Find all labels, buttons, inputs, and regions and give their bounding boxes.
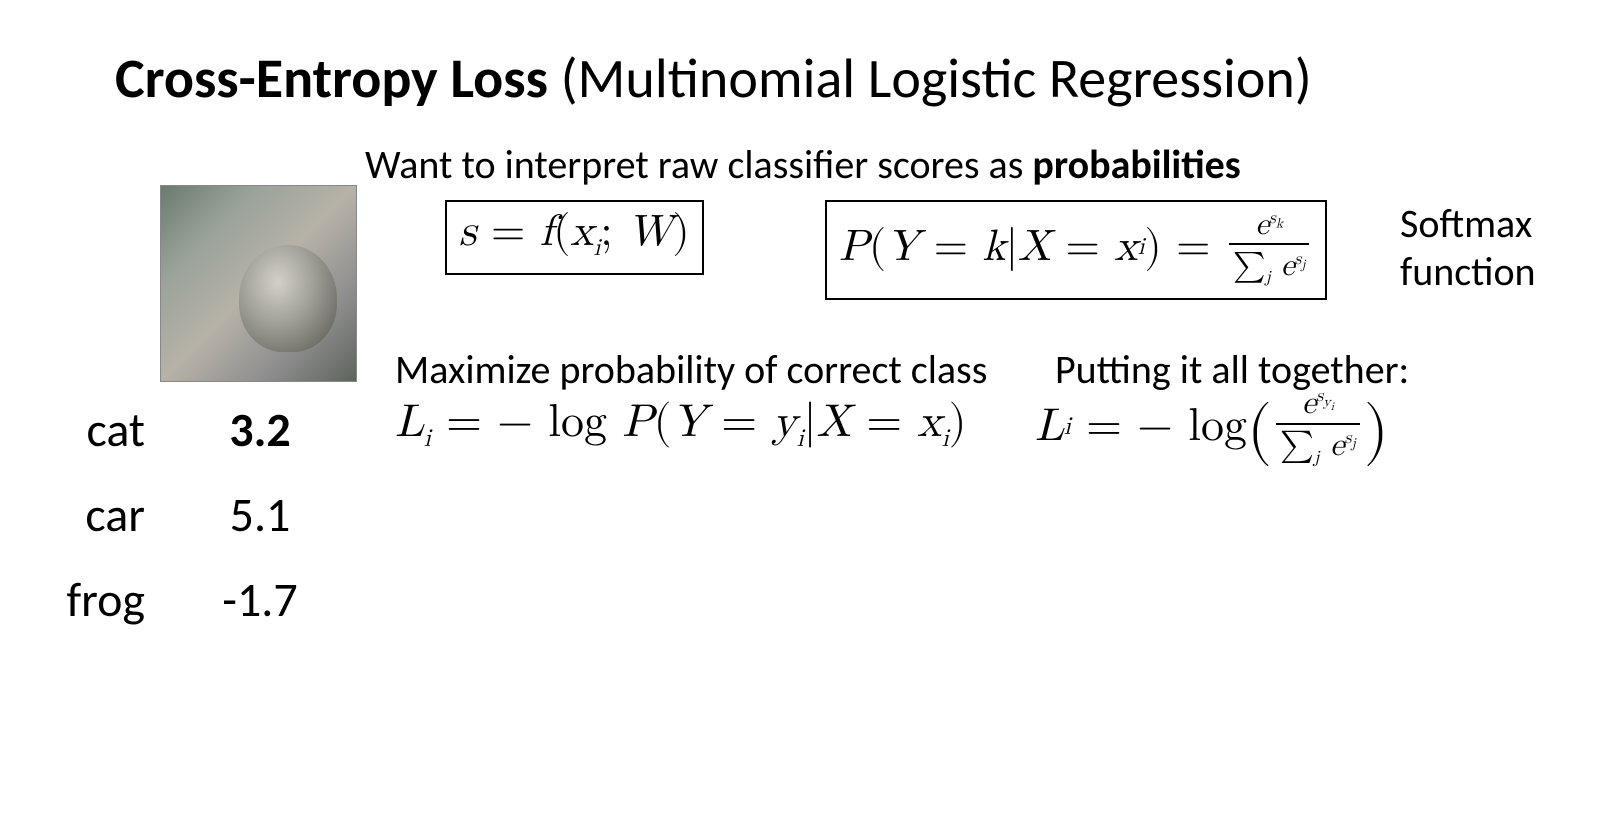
score-table: cat 3.2 car 5.1 frog -1.7	[30, 400, 320, 655]
score-row-cat: cat 3.2	[30, 400, 320, 459]
slide: Cross-Entropy Loss (Multinomial Logistic…	[0, 0, 1615, 834]
score-row-frog: frog -1.7	[30, 570, 320, 629]
score-label: cat	[30, 400, 145, 459]
equation-loss-full: Li = − log( esyi ∑j esj )	[1035, 385, 1389, 468]
score-value: 3.2	[200, 400, 320, 459]
maximize-label: Maximize probability of correct class	[395, 345, 987, 394]
softmax-label-line2: function	[1400, 247, 1536, 296]
score-value: -1.7	[200, 570, 320, 629]
equation-softmax: P(Y = k|X = xi) = esk ∑j esj	[825, 200, 1327, 300]
subtitle: Want to interpret raw classifier scores …	[365, 140, 1241, 189]
title-rest: (Multinomial Logistic Regression)	[548, 45, 1312, 113]
score-label: car	[30, 485, 145, 544]
score-row-car: car 5.1	[30, 485, 320, 544]
subtitle-pre: Want to interpret raw classifier scores …	[365, 140, 1032, 189]
equation-score-fn: s = f(xi; W)	[445, 200, 704, 275]
equation-loss-prob: Li = − log P(Y = yi|X = xi)	[395, 395, 967, 454]
score-label: frog	[30, 570, 145, 629]
subtitle-bold: probabilities	[1032, 140, 1240, 189]
softmax-label-line1: Softmax	[1400, 199, 1532, 248]
title-bold: Cross-Entropy Loss	[115, 45, 548, 113]
score-value: 5.1	[200, 485, 320, 544]
example-image	[160, 185, 357, 382]
slide-title: Cross-Entropy Loss (Multinomial Logistic…	[115, 45, 1312, 113]
softmax-label: Softmax function	[1400, 200, 1536, 296]
